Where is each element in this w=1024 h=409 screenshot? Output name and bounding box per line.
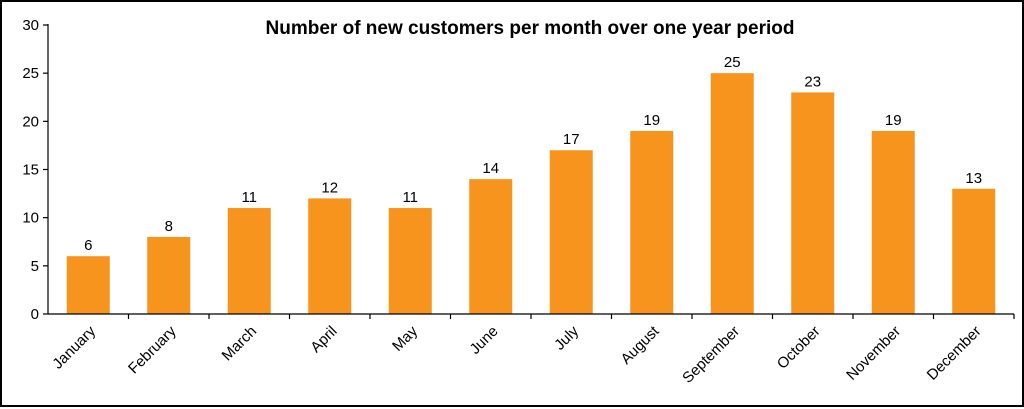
bar-october <box>791 92 835 314</box>
y-tick-label: 5 <box>31 258 39 275</box>
data-label-may: 11 <box>402 189 418 206</box>
y-axis: 0 5 10 15 20 25 30 <box>22 17 49 323</box>
data-label-february: 8 <box>165 218 173 235</box>
chart-title: Number of new customers per month over o… <box>266 18 795 39</box>
bar-may <box>388 208 432 314</box>
bar-september <box>710 73 754 315</box>
bars <box>66 73 996 315</box>
y-tick-label: 0 <box>31 306 39 323</box>
x-tick-label-november: November <box>843 323 904 384</box>
data-label-september: 25 <box>724 54 741 71</box>
x-tick-label-august: August <box>618 322 664 368</box>
bar-july <box>549 150 593 314</box>
data-label-january: 6 <box>84 237 92 254</box>
bar-december <box>952 188 996 314</box>
bar-march <box>227 208 271 314</box>
data-label-august: 19 <box>643 112 660 129</box>
x-tick-label-april: April <box>307 323 340 356</box>
x-tick-label-december: December <box>924 323 985 384</box>
data-label-december: 13 <box>965 170 982 187</box>
data-label-november: 19 <box>885 112 902 129</box>
data-label-july: 17 <box>563 131 580 148</box>
y-tick-label: 25 <box>22 65 39 82</box>
y-tick-label: 30 <box>22 17 39 34</box>
x-tick-label-july: July <box>551 322 582 353</box>
bar-august <box>630 130 674 314</box>
data-labels: 6 8 11 12 11 14 17 19 25 23 19 13 <box>84 54 982 254</box>
y-tick-label: 20 <box>22 113 39 130</box>
bar-january <box>66 256 110 314</box>
data-label-march: 11 <box>241 189 257 206</box>
x-tick-label-march: March <box>219 323 260 364</box>
x-tick-label-october: October <box>774 323 824 373</box>
data-label-june: 14 <box>482 160 499 177</box>
data-label-april: 12 <box>321 179 338 196</box>
x-tick-label-june: June <box>467 323 502 358</box>
y-tick-label: 15 <box>22 162 39 179</box>
bar-november <box>871 130 915 314</box>
bar-june <box>469 179 513 314</box>
x-axis: January February March April May June July Augu… <box>48 313 1015 387</box>
x-tick-label-may: May <box>389 322 421 354</box>
y-tick-label: 10 <box>22 210 39 227</box>
bar-february <box>147 236 191 314</box>
data-label-october: 23 <box>804 73 821 90</box>
x-tick-label-february: February <box>125 322 180 377</box>
bar-april <box>308 198 352 314</box>
x-tick-label-january: January <box>49 322 99 372</box>
x-tick-label-september: September <box>679 323 743 387</box>
